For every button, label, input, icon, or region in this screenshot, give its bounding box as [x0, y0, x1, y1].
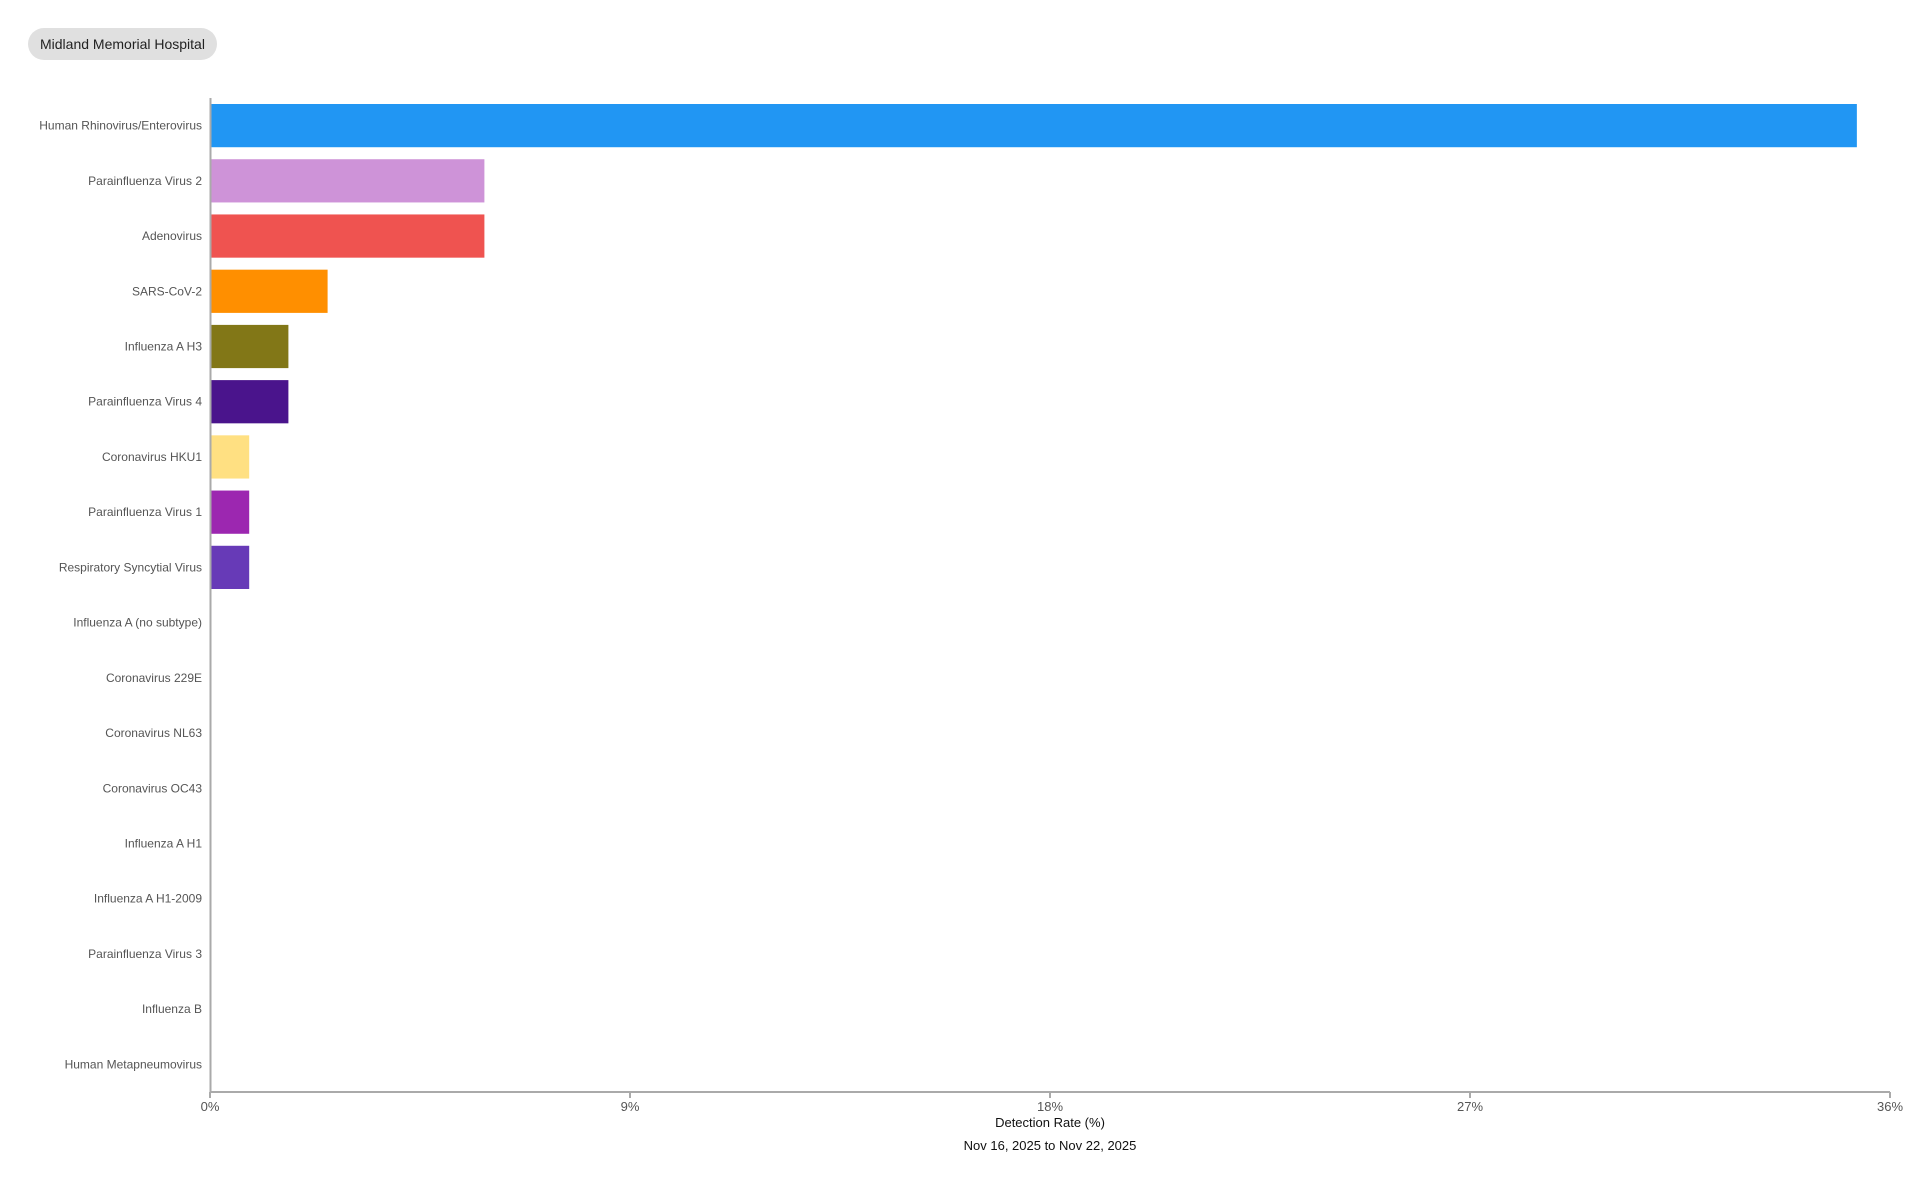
x-tick-label: 0% — [201, 1099, 220, 1114]
bar[interactable] — [210, 104, 1857, 148]
category-label: Coronavirus 229E — [106, 671, 202, 685]
location-chip[interactable]: Midland Memorial Hospital — [28, 28, 217, 60]
category-label: Influenza A H3 — [125, 340, 203, 354]
category-label: Parainfluenza Virus 3 — [88, 947, 202, 961]
x-tick-label: 36% — [1877, 1099, 1903, 1114]
bar[interactable] — [210, 269, 328, 313]
x-axis-title: Detection Rate (%) — [995, 1115, 1105, 1130]
category-label: Influenza A (no subtype) — [73, 616, 202, 630]
category-label: Coronavirus HKU1 — [102, 450, 202, 464]
category-label: Influenza B — [142, 1002, 202, 1016]
category-label: Adenovirus — [142, 229, 202, 243]
bar[interactable] — [210, 545, 250, 589]
bar[interactable] — [210, 435, 250, 479]
x-tick-label: 9% — [621, 1099, 640, 1114]
x-tick-label: 27% — [1457, 1099, 1483, 1114]
category-label: Influenza A H1-2009 — [94, 892, 202, 906]
bar[interactable] — [210, 324, 289, 369]
category-label: Human Metapneumovirus — [65, 1057, 202, 1071]
category-label: Human Rhinovirus/Enterovirus — [39, 119, 202, 133]
category-label: Coronavirus OC43 — [103, 781, 203, 795]
category-label: SARS-CoV-2 — [132, 284, 202, 298]
bar[interactable] — [210, 490, 250, 534]
category-label: Parainfluenza Virus 4 — [88, 395, 202, 409]
category-label: Parainfluenza Virus 1 — [88, 505, 202, 519]
bar[interactable] — [210, 214, 485, 258]
bar[interactable] — [210, 380, 289, 424]
category-label: Respiratory Syncytial Virus — [59, 560, 202, 574]
category-label: Influenza A H1 — [125, 837, 203, 851]
x-tick-label: 18% — [1037, 1099, 1063, 1114]
category-label: Parainfluenza Virus 2 — [88, 174, 202, 188]
bar[interactable] — [210, 159, 485, 203]
category-label: Coronavirus NL63 — [105, 726, 202, 740]
date-range: Nov 16, 2025 to Nov 22, 2025 — [964, 1138, 1137, 1153]
